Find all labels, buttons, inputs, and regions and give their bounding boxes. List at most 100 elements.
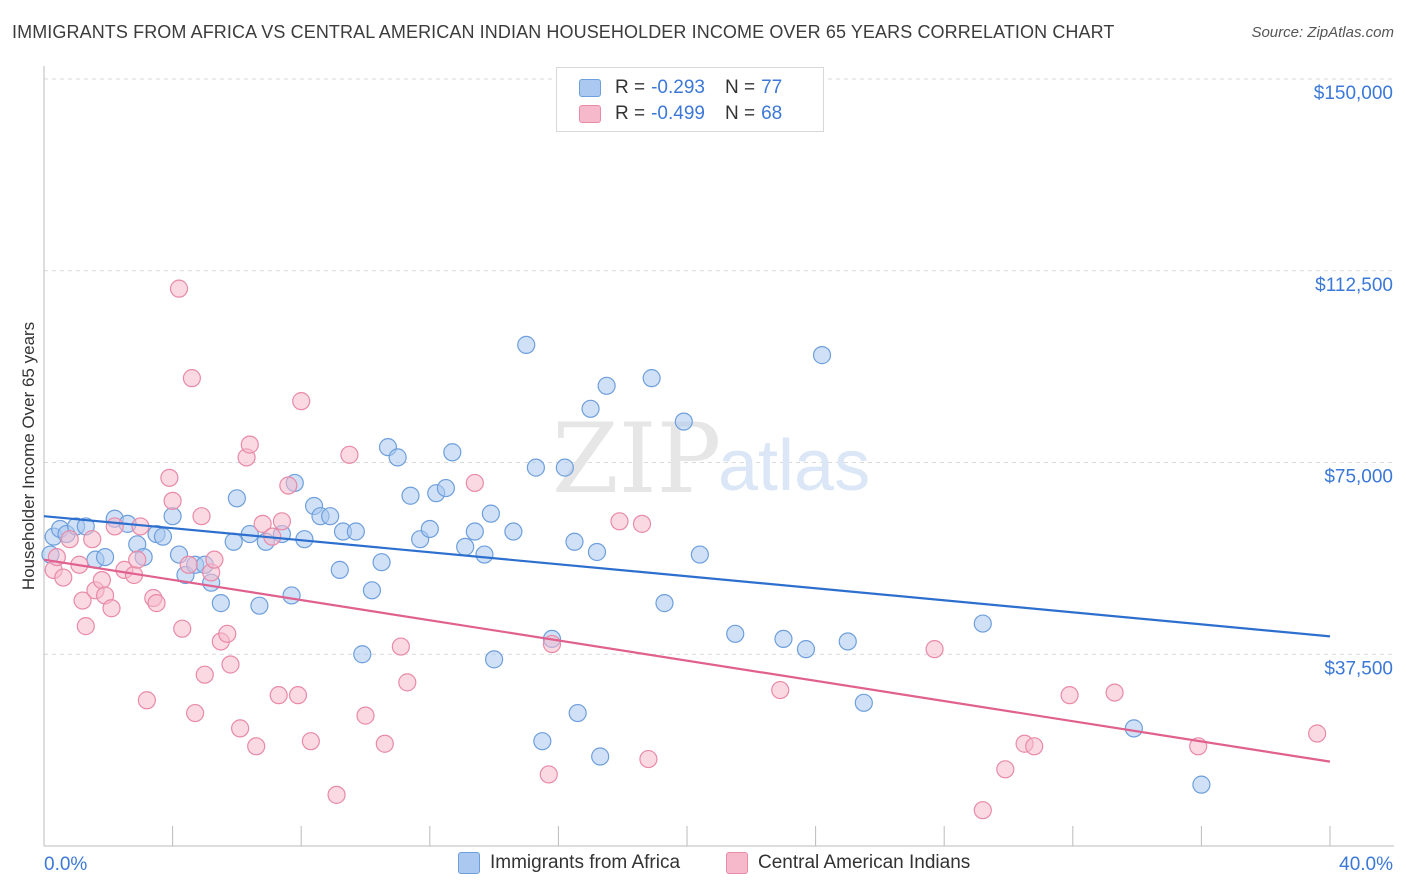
watermark-atlas: atlas <box>718 426 870 506</box>
point-immigrants-africa <box>655 594 674 613</box>
point-central-american-indians <box>771 680 790 700</box>
point-immigrants-africa <box>838 632 857 651</box>
legend-swatch-pink <box>579 105 601 123</box>
point-central-american-indians <box>192 507 211 526</box>
point-central-american-indians <box>54 568 73 587</box>
point-immigrants-africa <box>690 545 709 564</box>
point-immigrants-africa <box>726 624 745 643</box>
point-central-american-indians <box>92 571 111 590</box>
legend-swatch-blue <box>579 79 601 97</box>
point-immigrants-africa <box>353 645 372 664</box>
point-immigrants-africa <box>465 522 484 541</box>
point-central-american-indians <box>1025 737 1044 756</box>
point-central-american-indians <box>1060 686 1079 705</box>
series-legend-item-africa: Immigrants from Africa <box>458 852 680 874</box>
chart-title: IMMIGRANTS FROM AFRICA VS CENTRAL AMERIC… <box>12 22 1115 42</box>
point-immigrants-africa <box>153 527 173 546</box>
point-immigrants-africa <box>517 335 536 354</box>
point-central-american-indians <box>195 665 214 684</box>
point-immigrants-africa <box>388 448 407 467</box>
point-central-american-indians <box>340 445 359 464</box>
point-immigrants-africa <box>774 629 793 649</box>
watermark-zip: ZIP <box>552 403 721 515</box>
point-central-american-indians <box>102 599 121 618</box>
series-legend: Immigrants from Africa Central American … <box>0 852 1406 878</box>
point-immigrants-africa <box>224 532 243 551</box>
point-central-american-indians <box>179 555 198 574</box>
point-central-american-indians <box>163 491 182 510</box>
point-immigrants-africa <box>211 594 230 613</box>
series-legend-item-central-american: Central American Indians <box>726 852 970 874</box>
point-central-american-indians <box>147 594 166 613</box>
point-central-american-indians <box>539 765 558 784</box>
point-immigrants-africa <box>568 703 587 723</box>
point-immigrants-africa <box>1124 719 1143 738</box>
point-immigrants-africa <box>481 504 500 523</box>
point-immigrants-africa <box>401 486 420 505</box>
y-tick-label: $75,000 <box>1324 467 1393 488</box>
series-swatch-pink <box>726 852 748 874</box>
point-central-american-indians <box>269 686 288 705</box>
legend-row-central-american: R = -0.499 N = 68 <box>579 102 782 126</box>
axes <box>43 66 1394 847</box>
point-immigrants-africa <box>282 586 301 605</box>
point-immigrants-africa <box>796 640 816 659</box>
point-central-american-indians <box>128 550 147 569</box>
trend-line-central-american <box>43 558 1331 763</box>
series-name-africa: Immigrants from Africa <box>490 852 681 873</box>
point-immigrants-africa <box>346 522 365 541</box>
point-immigrants-africa <box>854 693 873 712</box>
y-tick-labels: $37,500 $75,000 $112,500 $150,000 <box>1314 83 1393 679</box>
point-immigrants-africa <box>642 369 661 388</box>
legend-row-africa: R = -0.293 N = 77 <box>579 76 782 100</box>
point-central-american-indians <box>272 512 292 531</box>
point-central-american-indians <box>60 530 79 549</box>
point-central-american-indians <box>169 279 189 298</box>
point-immigrants-africa <box>250 596 269 615</box>
y-tick-label: $150,000 <box>1314 83 1393 104</box>
correlation-legend: R = -0.293 N = 77 R = -0.499 N = 68 <box>556 67 824 132</box>
point-central-american-indians <box>391 637 410 656</box>
point-central-american-indians <box>288 686 308 705</box>
point-central-american-indians <box>292 392 311 411</box>
point-immigrants-africa <box>372 553 391 572</box>
source-label: Source: ZipAtlas.com <box>1251 24 1394 41</box>
legend-n-label: N = <box>724 77 756 98</box>
point-immigrants-africa <box>587 542 607 562</box>
point-central-american-indians <box>1308 724 1327 743</box>
point-immigrants-africa <box>227 489 246 508</box>
point-central-american-indians <box>218 624 237 643</box>
point-central-american-indians <box>240 435 259 454</box>
point-central-american-indians <box>327 785 346 804</box>
point-central-american-indians <box>996 760 1015 779</box>
point-immigrants-africa <box>443 443 462 462</box>
point-central-american-indians <box>160 468 179 487</box>
y-axis-label: Householder Income Over 65 years <box>19 322 38 590</box>
legend-n-label: N = <box>724 103 756 124</box>
point-immigrants-africa <box>330 560 349 579</box>
point-central-american-indians <box>356 706 375 725</box>
trend-line-africa <box>43 515 1331 638</box>
point-central-american-indians <box>231 719 250 738</box>
legend-r-value: -0.293 <box>651 77 705 98</box>
point-immigrants-africa <box>362 581 382 600</box>
point-immigrants-africa <box>565 532 584 551</box>
point-immigrants-africa <box>526 458 545 477</box>
point-immigrants-africa <box>475 545 494 564</box>
point-immigrants-africa <box>163 507 182 526</box>
series-swatch-blue <box>458 852 480 874</box>
point-central-american-indians <box>221 655 240 674</box>
series-name-central-american: Central American Indians <box>758 852 971 873</box>
point-central-american-indians <box>465 473 484 493</box>
x-tick-label-max: 40.0% <box>1339 854 1393 875</box>
point-immigrants-africa <box>321 507 340 526</box>
point-central-american-indians <box>173 619 192 638</box>
point-central-american-indians <box>301 732 320 751</box>
point-central-american-indians <box>186 703 205 723</box>
point-immigrants-africa <box>555 458 574 477</box>
point-central-american-indians <box>182 369 201 388</box>
legend-r-label: R = <box>615 103 646 124</box>
point-immigrants-africa <box>674 412 693 431</box>
y-tick-label: $37,500 <box>1324 658 1393 679</box>
